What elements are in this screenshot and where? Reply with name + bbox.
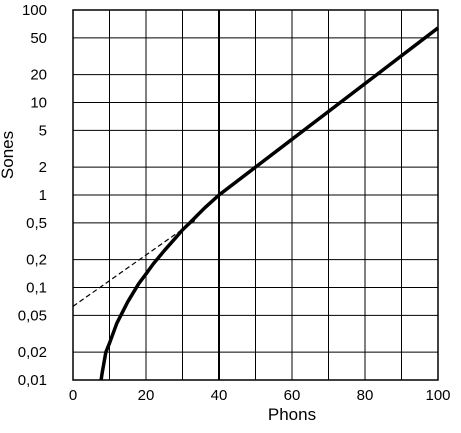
y-tick-label: 0,1	[26, 280, 47, 297]
y-tick-labels: 0,01 0,02 0,05 0,1 0,2 0,5 1 2 5 10 20 50 100	[18, 2, 47, 389]
y-tick-label: 2	[39, 159, 47, 176]
x-tick-label: 60	[284, 387, 301, 404]
x-tick-label: 40	[211, 387, 228, 404]
y-tick-label: 20	[30, 67, 47, 84]
x-tick-label: 80	[357, 387, 374, 404]
y-axis-title: Sones	[0, 131, 17, 179]
y-tick-label: 5	[39, 122, 47, 139]
y-tick-label: 50	[30, 30, 47, 47]
x-tick-label: 20	[138, 387, 155, 404]
x-axis-title: Phons	[268, 405, 316, 424]
x-tick-label: 100	[425, 387, 450, 404]
y-tick-label: 1	[39, 187, 47, 204]
plot-frame	[72, 9, 439, 381]
y-tick-label: 0,5	[26, 215, 47, 232]
y-tick-label: 0,2	[26, 252, 47, 269]
series-layer	[72, 26, 440, 381]
y-tick-label: 0,02	[18, 344, 47, 361]
y-tick-label: 10	[30, 95, 47, 112]
x-tick-label: 0	[69, 387, 77, 404]
y-tick-label: 100	[22, 2, 47, 19]
y-tick-label: 0,05	[18, 307, 47, 324]
loudness-curve	[99, 26, 440, 381]
y-tick-label: 0,01	[18, 372, 47, 389]
extrapolation-dashed-line	[72, 218, 198, 307]
grid	[73, 10, 438, 380]
x-tick-labels: 0 20 40 60 80 100	[69, 387, 451, 404]
